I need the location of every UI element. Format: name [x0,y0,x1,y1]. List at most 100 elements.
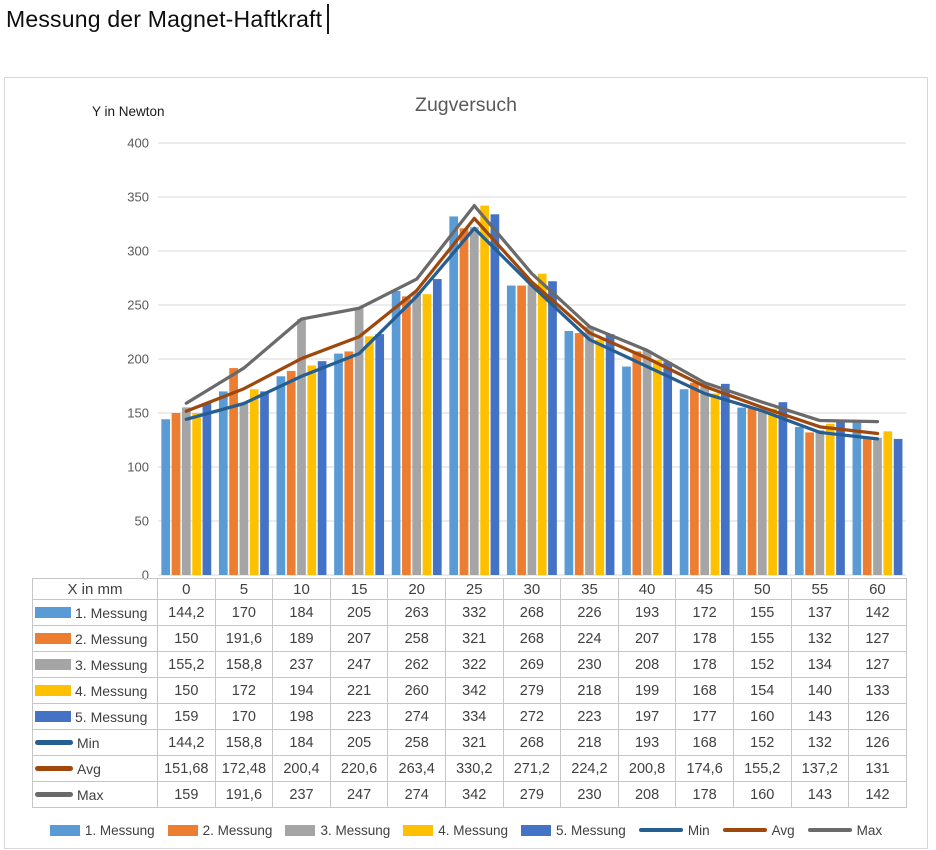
table-cell: 207 [617,625,677,652]
bar-1-messung [506,285,516,575]
bar-3-messung [873,437,882,575]
table-cell: 184 [272,599,331,626]
plot-area: 0 50 100 150 200 250 300 350 400 [127,136,906,583]
bar-3-messung [815,430,825,575]
y-tick-label: 0 [142,568,149,583]
line-avg [184,216,880,436]
chart-object[interactable]: Y in Newton Zugversuch 0 50 100 150 200 250 30… [4,77,928,849]
series-name: 1. Messung [75,604,148,621]
bar-4-messung [365,336,374,575]
x-category-label: 25 [444,578,504,600]
table-cell: 332 [444,599,504,626]
bar-3-messung [354,308,364,575]
page-title[interactable]: Messung der Magnet-Haftkraft [6,5,323,32]
legend-label: 5. Messung [556,822,626,838]
table-cell: 178 [675,651,734,678]
bar-5-messung [317,361,327,575]
table-cell: 168 [675,677,734,704]
bar-3-messung [585,326,594,575]
table-cell: 205 [329,729,389,756]
bar-4-messung [422,294,432,575]
table-cell: 208 [617,781,677,808]
chart-legend: 1. Messung 2. Messung 3. Messung 4. Messung… [5,820,927,840]
table-row: 3. Messung 155,2 158,8 237 247 262 322 269 230 20… [32,651,907,678]
x-category-label: 10 [272,578,331,600]
x-category-label: 5 [214,578,274,600]
series-label-cell: Min [32,729,158,756]
table-cell: 155,2 [732,755,792,782]
table-cell: 159 [157,703,216,730]
table-cell: 334 [444,703,504,730]
table-cell: 230 [560,651,619,678]
table-cell: 132 [790,729,850,756]
x-category-label: 15 [329,578,389,600]
x-category-label: 20 [387,578,446,600]
bar-5-messung [720,383,730,575]
table-cell: 152 [732,651,792,678]
table-cell: 221 [329,677,389,704]
bar-1-messung [449,216,459,575]
legend-key-icon [521,824,552,836]
table-cell: 172 [675,599,734,626]
legend-item-max: Max [807,823,882,838]
bar-5-messung [202,403,212,575]
table-cell: 271,2 [502,755,562,782]
table-cell: 322 [444,651,504,678]
series-key-icon [35,607,71,618]
table-cell: 134 [790,651,850,678]
bar-4-messung [825,423,835,575]
chart-data-table: X in mm 0 5 10 15 20 25 30 35 40 45 50 55 60 1. Mess… [32,578,907,808]
table-cell: 279 [502,677,562,704]
table-cell: 247 [329,781,389,808]
series-key-icon [35,711,71,722]
table-cell: 274 [387,703,446,730]
series-key-icon [35,633,71,644]
table-cell: 199 [617,677,677,704]
table-row: 5. Messung 159 170 198 223 274 334 272 223 197 177… [32,703,907,730]
y-axis-title: Y in Newton [92,104,165,119]
table-cell: 132 [790,625,850,652]
table-cell: 200,8 [617,755,677,782]
bar-1-messung [737,407,747,575]
x-category-label: 40 [617,578,677,600]
bar-2-messung [690,382,699,575]
table-cell: 133 [848,677,907,704]
table-cell: 258 [387,729,446,756]
table-cell: 208 [617,651,677,678]
table-cell: 226 [560,599,619,626]
legend-item-2-messung: 2. Messung [167,822,273,838]
bar-1-messung [276,376,286,575]
bar-4-messung [595,339,605,575]
table-cell: 205 [329,599,389,626]
bar-1-messung [622,366,631,575]
x-axis-title: X in mm [32,578,158,600]
table-cell: 184 [272,729,331,756]
bar-5-messung [260,391,269,575]
table-cell: 223 [560,703,619,730]
table-row: 1. Messung 144,2 170 184 205 263 332 268 226 193 1… [32,599,907,626]
table-cell: 191,6 [214,781,274,808]
y-tick-label: 200 [127,352,149,367]
bar-1-messung [852,421,862,575]
bar-2-messung [402,296,411,575]
series-name: 4. Messung [75,682,148,699]
table-cell: 218 [560,729,619,756]
line-max [184,204,880,424]
table-cell: 342 [444,781,504,808]
table-cell: 321 [444,625,504,652]
table-cell: 159 [157,781,216,808]
legend-key-icon [285,824,316,836]
table-cell: 220,6 [329,755,389,782]
bar-4-messung [192,413,201,575]
table-cell: 321 [444,729,504,756]
bar-5-messung [663,362,673,575]
table-cell: 224 [560,625,619,652]
legend-label: 2. Messung [202,822,273,838]
bar-2-messung [805,432,814,575]
y-tick-label: 50 [135,514,149,529]
document-title-row[interactable]: Messung der Magnet-Haftkraft [6,4,330,34]
table-cell: 155 [732,625,792,652]
legend-key-icon [167,824,198,836]
chart-title: Zugversuch [415,94,517,116]
bar-2-messung [517,285,526,575]
